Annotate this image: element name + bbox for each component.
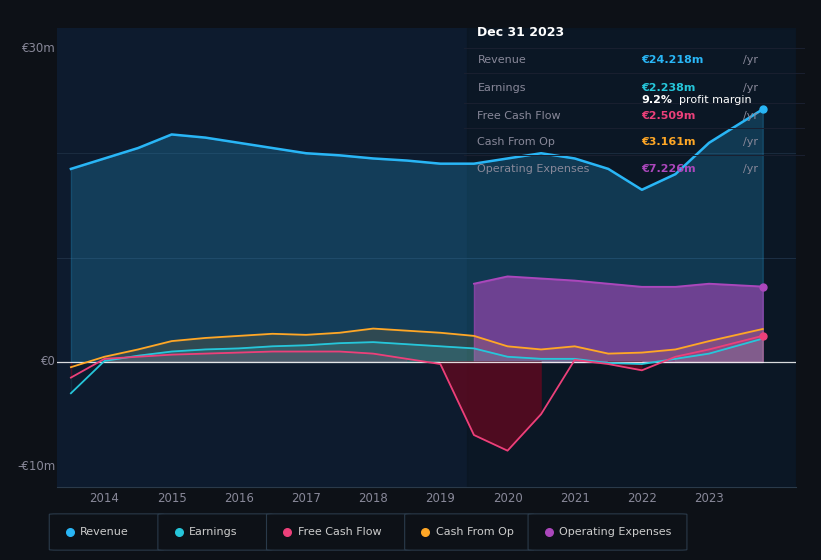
Text: €24.218m: €24.218m (641, 55, 704, 65)
Point (756, 105, 769, 114)
Text: /yr: /yr (743, 165, 759, 174)
Text: profit margin: profit margin (678, 95, 751, 105)
Text: €2.238m: €2.238m (641, 83, 695, 93)
FancyBboxPatch shape (158, 514, 273, 550)
Text: 9.2%: 9.2% (641, 95, 672, 105)
Text: /yr: /yr (743, 83, 759, 93)
Text: €7.226m: €7.226m (641, 165, 695, 174)
Text: €30m: €30m (22, 43, 56, 55)
FancyBboxPatch shape (528, 514, 687, 550)
Text: -€10m: -€10m (18, 460, 56, 473)
FancyBboxPatch shape (267, 514, 410, 550)
Bar (467, 28, 796, 487)
Text: €3.161m: €3.161m (641, 137, 695, 147)
Text: Free Cash Flow: Free Cash Flow (478, 111, 561, 120)
Text: Earnings: Earnings (189, 527, 237, 537)
Point (419, 528, 432, 536)
Text: Operating Expenses: Operating Expenses (559, 527, 672, 537)
Text: Free Cash Flow: Free Cash Flow (297, 527, 381, 537)
Text: /yr: /yr (743, 137, 759, 147)
Text: /yr: /yr (743, 111, 759, 120)
Text: /yr: /yr (743, 55, 759, 65)
Text: Earnings: Earnings (478, 83, 526, 93)
Text: €2.509m: €2.509m (641, 111, 695, 120)
FancyBboxPatch shape (49, 514, 164, 550)
Point (281, 528, 294, 536)
Text: €0: €0 (41, 356, 56, 368)
Point (756, 282, 769, 291)
Point (63, 528, 76, 536)
Text: Cash From Op: Cash From Op (478, 137, 555, 147)
Point (542, 528, 555, 536)
Point (172, 528, 186, 536)
Text: Cash From Op: Cash From Op (436, 527, 514, 537)
Text: Revenue: Revenue (478, 55, 526, 65)
Text: Operating Expenses: Operating Expenses (478, 165, 589, 174)
Text: Dec 31 2023: Dec 31 2023 (478, 26, 565, 39)
Point (756, 332, 769, 340)
Text: Revenue: Revenue (80, 527, 129, 537)
FancyBboxPatch shape (405, 514, 534, 550)
